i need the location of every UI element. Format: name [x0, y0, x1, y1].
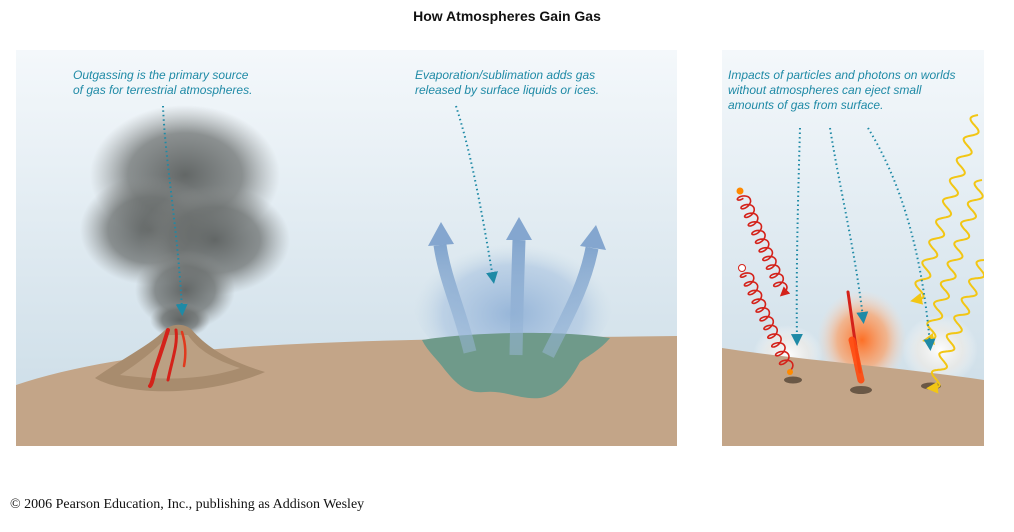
diagram-title: How Atmospheres Gain Gas [413, 8, 601, 24]
volcano-smoke [80, 105, 290, 338]
particle-spiral-upper [736, 187, 791, 297]
crater-center [850, 386, 872, 394]
evaporation-pointer [455, 105, 498, 284]
impact-pointer-right [867, 127, 936, 351]
photon-wave-3 [926, 259, 984, 394]
crater-left [784, 376, 802, 384]
lava-flow [148, 328, 170, 388]
right-panel [722, 50, 984, 446]
copyright-notice: © 2006 Pearson Education, Inc., publishi… [10, 497, 365, 512]
caption-outgassing: Outgassing is the primary source of gas … [73, 68, 252, 98]
caption-outgassing-line-1: Outgassing is the primary source [73, 68, 249, 82]
vapor-arrow-right [542, 246, 599, 358]
outgassing-pointer [162, 105, 188, 316]
caption-evaporation-line-2: released by surface liquids or ices. [415, 83, 600, 97]
vapor-arrow-middle [509, 239, 526, 356]
photon-wave-2 [922, 179, 984, 345]
left-panel [16, 50, 677, 446]
caption-evaporation-line-1: Evaporation/sublimation adds gas [415, 68, 596, 82]
caption-evaporation: Evaporation/sublimation adds gas release… [415, 68, 599, 98]
caption-impacts: Impacts of particles and photons on worl… [728, 68, 955, 113]
volcano [95, 324, 265, 392]
caption-outgassing-line-2: of gas for terrestrial atmospheres. [73, 83, 253, 97]
caption-impacts-line-2: without atmospheres can eject small [728, 83, 922, 97]
evaporation-scene [413, 217, 613, 399]
vapor-arrow-left [433, 244, 477, 354]
caption-impacts-line-1: Impacts of particles and photons on worl… [728, 68, 956, 82]
caption-impacts-line-3: amounts of gas from surface. [728, 98, 884, 112]
photon-wave-1 [910, 114, 980, 305]
particle-spiral-lower [738, 264, 794, 375]
